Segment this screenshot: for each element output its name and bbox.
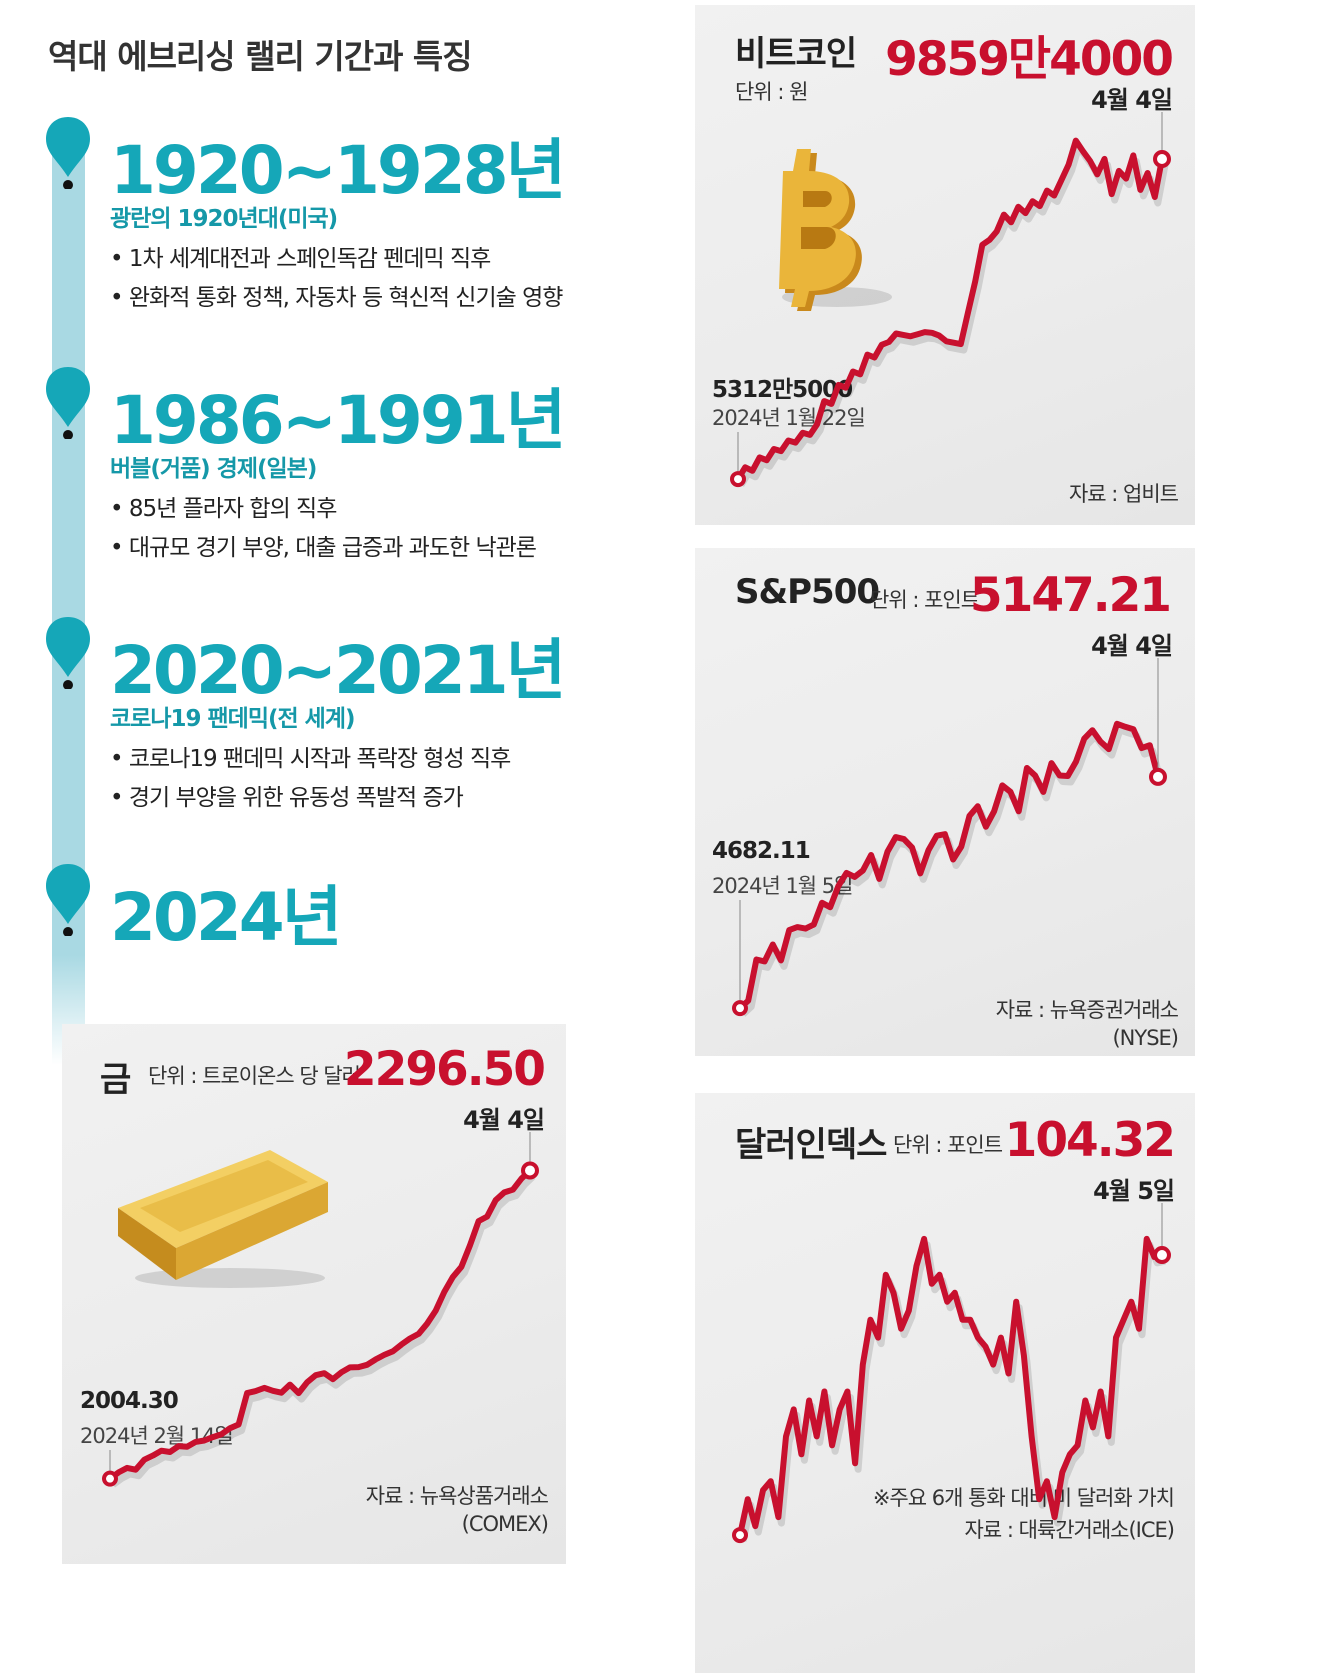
latest-date: 4월 5일 <box>1093 1177 1175 1205</box>
era-subtitle: 버블(거품) 경제(일본) <box>110 456 317 482</box>
gold-bar-icon <box>118 1150 328 1288</box>
era-years: 2020~2021년 <box>110 632 566 709</box>
era-bullet-item: • 85년 플라자 합의 직후 <box>110 496 337 522</box>
pin-dot <box>63 680 73 689</box>
start-value: 5312만5000 <box>712 377 853 403</box>
series-line <box>737 720 1161 1012</box>
chart-title: 금 <box>100 1060 131 1100</box>
series-line-shadow <box>740 726 1165 1017</box>
chart-unit: 단위 : 포인트 <box>870 588 980 612</box>
latest-value: 9859만4000 <box>885 32 1174 87</box>
start-value: 4682.11 <box>712 838 811 864</box>
era-bullet-item: • 경기 부양을 위한 유동성 폭발적 증가 <box>110 785 464 811</box>
series-line <box>735 137 1165 483</box>
pin-head <box>46 367 90 427</box>
start-point <box>732 1527 748 1544</box>
chart-unit: 단위 : 원 <box>735 80 808 104</box>
latest-value: 2296.50 <box>343 1042 546 1097</box>
map-pin-icon <box>46 617 90 689</box>
start-date: 2024년 1월 5일 <box>712 874 853 898</box>
chart-title: S&P500 <box>735 572 880 612</box>
chart-source: 자료 : 업비트 <box>1068 482 1179 506</box>
line-chart <box>732 658 1167 1017</box>
chart-unit: 단위 : 포인트 <box>893 1133 1003 1157</box>
line-chart <box>732 1203 1171 1544</box>
era-subtitle: 광란의 1920년대(미국) <box>110 206 338 232</box>
chart-title: 비트코인 <box>735 34 857 74</box>
start-value: 2004.30 <box>80 1388 179 1414</box>
era-years: 1920~1928년 <box>110 132 566 209</box>
end-point <box>1153 149 1171 168</box>
start-point <box>730 471 746 488</box>
line-chart <box>730 112 1171 488</box>
era-subtitle: 코로나19 팬데믹(전 세계) <box>110 706 355 732</box>
era-years: 2024년 <box>110 879 342 956</box>
era-bullet-item: • 완화적 통화 정책, 자동차 등 혁신적 신기술 영향 <box>110 285 563 311</box>
pin-head <box>46 617 90 677</box>
latest-date: 4월 4일 <box>1091 632 1173 660</box>
start-point <box>732 1000 748 1017</box>
latest-value: 104.32 <box>1004 1113 1176 1168</box>
chart-title: 달러인덱스 <box>735 1125 887 1165</box>
pin-head <box>46 117 90 177</box>
series-line-shadow <box>110 1173 536 1488</box>
map-pin-icon <box>46 117 90 189</box>
chart-source: 자료 : 대륙간거래소(ICE) <box>964 1518 1175 1542</box>
end-point <box>1153 1246 1171 1265</box>
era-bullet-item: • 코로나19 팬데믹 시작과 폭락장 형성 직후 <box>110 746 511 772</box>
era-bullet-item: • 대규모 경기 부양, 대출 급증과 과도한 낙관론 <box>110 535 537 561</box>
start-point <box>102 1470 118 1487</box>
chart-unit: 단위 : 트로이온스 당 달러 <box>148 1064 361 1088</box>
chart-panel <box>62 1024 566 1564</box>
latest-date: 4월 4일 <box>463 1106 545 1134</box>
start-date: 2024년 1월 22일 <box>712 406 866 430</box>
chart-panel <box>695 5 1195 525</box>
latest-value: 5147.21 <box>969 568 1172 623</box>
pin-dot <box>63 180 73 189</box>
era-years: 1986~1991년 <box>110 382 566 459</box>
page-title: 역대 에브리싱 랠리 기간과 특징 <box>48 37 473 76</box>
pin-head <box>46 864 90 924</box>
series-line <box>737 1235 1165 1539</box>
pin-dot <box>63 430 73 439</box>
chart-source: 자료 : 뉴욕증권거래소 (NYSE) <box>995 998 1179 1050</box>
line-chart <box>102 1132 539 1488</box>
bitcoin-icon <box>779 149 892 311</box>
end-point <box>521 1161 539 1180</box>
end-point <box>1149 767 1167 786</box>
series-line <box>107 1167 533 1482</box>
map-pin-icon <box>46 367 90 439</box>
chart-source: 자료 : 뉴욕상품거래소 (COMEX) <box>365 1484 549 1536</box>
pin-dot <box>63 927 73 936</box>
latest-date: 4월 4일 <box>1091 86 1173 114</box>
era-bullet-item: • 1차 세계대전과 스페인독감 펜데믹 직후 <box>110 246 491 272</box>
map-pin-icon <box>46 864 90 936</box>
chart-panel <box>695 548 1195 1056</box>
